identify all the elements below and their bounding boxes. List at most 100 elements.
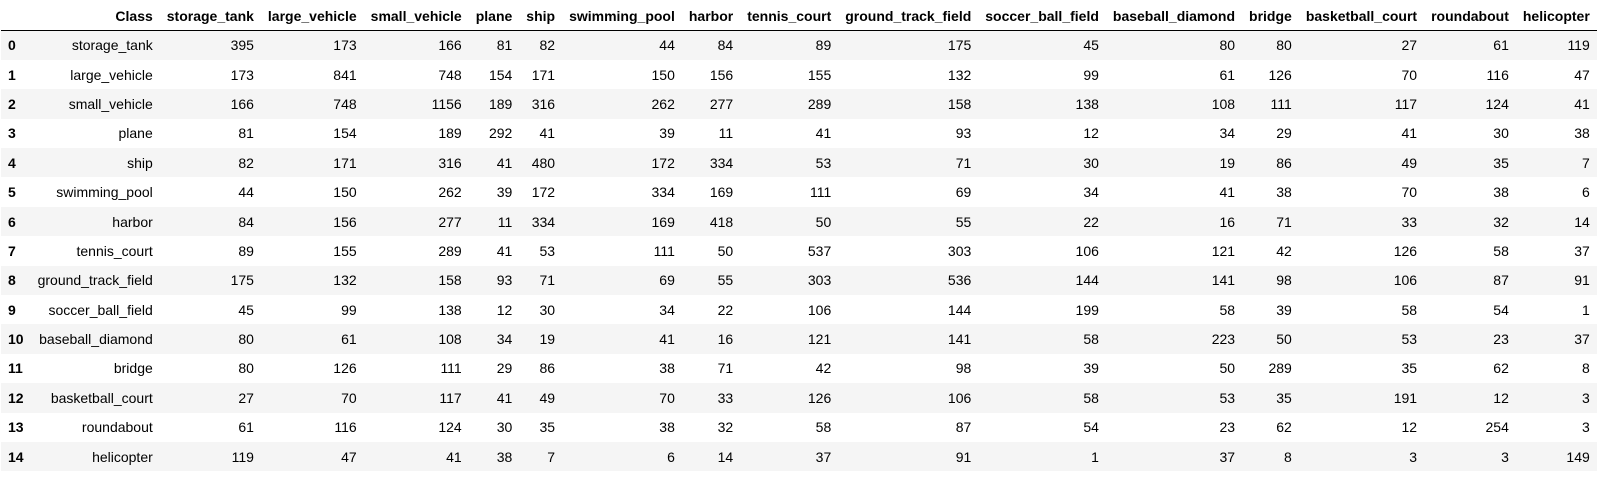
table-body: 0 storage_tank 395 173 166 81 82 44 84 89 175 45 80 8… (1, 30, 1597, 472)
table-cell: 12 (1083, 125, 1099, 142)
table-row: 3 plane 81 154 189 292 41 39 11 41 93 12 34 29 41 30 38 (1, 118, 1597, 149)
table-cell: 124 (438, 419, 462, 436)
table-cell: 173 (333, 37, 357, 54)
row-class-label: basketball_court (50, 389, 153, 406)
table-cell: 80 (1219, 37, 1236, 54)
table-cell: 173 (230, 66, 254, 83)
table-cell: 35 (1276, 389, 1292, 406)
row-class-label: ground_track_field (37, 272, 153, 289)
column-header: plane (468, 1, 520, 31)
row-class-label: roundabout (81, 419, 153, 436)
table-cell: 50 (717, 242, 734, 259)
table-cell: 126 (1393, 242, 1418, 259)
table-row: 0 storage_tank 395 173 166 81 82 44 84 89 175 45 80 8… (1, 30, 1597, 60)
table-cell: 38 (1276, 184, 1292, 201)
table-cell: 34 (1219, 125, 1236, 142)
table-cell: 3 (1409, 448, 1418, 465)
table-cell: 61 (1219, 66, 1236, 83)
table-cell: 748 (333, 95, 357, 112)
table-cell: 141 (947, 331, 972, 348)
table-cell: 171 (333, 154, 357, 171)
row-index: 3 (8, 125, 16, 142)
table-cell: 53 (815, 154, 832, 171)
table-cell: 254 (1485, 419, 1509, 436)
table-cell: 91 (1574, 272, 1590, 289)
table-cell: 3 (1581, 389, 1590, 406)
table-cell: 116 (334, 419, 357, 436)
table-cell: 30 (539, 301, 556, 318)
row-class-label: large_vehicle (70, 66, 153, 83)
table-header: Class storage_tank large_vehicle small_vehi… (1, 1, 1597, 31)
table-cell: 44 (659, 37, 675, 54)
table-cell: 303 (947, 242, 972, 259)
table-cell: 158 (438, 272, 462, 289)
table-cell: 58 (1083, 389, 1099, 406)
column-header: tennis_court (740, 1, 839, 31)
table-row: 9 soccer_ball_field 45 99 138 12 30 34 22 106 144 1… (1, 295, 1597, 325)
column-header: Class (30, 1, 160, 31)
row-class-label: swimming_pool (56, 184, 153, 201)
table-cell: 50 (1219, 360, 1236, 377)
table-cell: 334 (709, 154, 734, 171)
table-cell: 11 (497, 213, 513, 230)
table-cell: 30 (496, 419, 513, 436)
table-cell: 14 (717, 448, 734, 465)
table-cell: 6 (667, 448, 675, 465)
table-row: 4 ship 82 171 316 41 480 172 334 53 71 30 19 86 49 35 7 (1, 148, 1597, 178)
table-cell: 71 (717, 360, 734, 377)
table-cell: 1 (1581, 301, 1590, 318)
table-cell: 37 (1574, 242, 1590, 259)
column-header: ship (519, 1, 563, 31)
table-cell: 316 (531, 95, 556, 112)
table-cell: 16 (717, 331, 734, 348)
table-cell: 141 (1211, 272, 1236, 289)
table-row: 11 bridge 80 126 111 29 86 38 71 42 98 39 50 289 35 62 8 (1, 353, 1597, 384)
table-cell: 277 (438, 213, 462, 230)
table-cell: 82 (238, 154, 254, 171)
table-cell: 38 (659, 419, 675, 436)
table-cell: 80 (238, 331, 254, 348)
table-cell: 39 (1276, 301, 1292, 318)
table-cell: 81 (496, 37, 513, 54)
table-cell: 171 (531, 66, 556, 83)
table-cell: 34 (659, 301, 675, 318)
row-index: 14 (8, 448, 24, 465)
table-cell: 89 (238, 242, 254, 259)
table-cell: 121 (807, 331, 832, 348)
table-cell: 47 (1574, 66, 1590, 83)
table-cell: 108 (1211, 95, 1236, 112)
row-class-label: ship (127, 154, 153, 171)
column-header: storage_tank (159, 1, 261, 31)
row-index: 1 (8, 66, 16, 83)
table-row: 7 tennis_court 89 155 289 41 53 111 50 537 303 106 1… (1, 236, 1597, 266)
table-cell: 84 (238, 213, 254, 230)
table-cell: 58 (1493, 242, 1509, 259)
table-cell: 39 (1083, 360, 1099, 377)
table-cell: 189 (488, 95, 513, 112)
table-cell: 155 (807, 66, 832, 83)
table-row: 10 baseball_diamond 80 61 108 34 19 41 16 121 141 5… (1, 324, 1597, 354)
table-cell: 41 (1219, 184, 1236, 201)
row-class-label: harbor (112, 213, 153, 230)
table-cell: 49 (539, 389, 556, 406)
table-cell: 191 (1393, 389, 1418, 406)
table-row: 6 harbor 84 156 277 11 334 169 418 50 55 22 16 71 33 32… (1, 206, 1597, 237)
row-index: 10 (8, 331, 24, 348)
table-cell: 71 (1276, 213, 1292, 230)
table-cell: 108 (438, 331, 462, 348)
table-cell: 62 (1276, 419, 1292, 436)
table-cell: 175 (230, 272, 254, 289)
table-cell: 334 (651, 184, 675, 201)
table-cell: 12 (496, 301, 513, 318)
column-header: swimming_pool (562, 1, 682, 31)
table-cell: 42 (815, 360, 832, 377)
table-cell: 277 (709, 95, 734, 112)
confusion-matrix-table: Class storage_tank large_vehicle small_vehi… (1, 1, 1597, 472)
table-cell: 41 (659, 331, 675, 348)
table-cell: 119 (231, 448, 254, 465)
row-index: 8 (8, 272, 16, 289)
table-cell: 33 (717, 389, 734, 406)
row-class-label: bridge (113, 360, 153, 377)
table-cell: 98 (1276, 272, 1292, 289)
table-cell: 111 (653, 242, 675, 259)
